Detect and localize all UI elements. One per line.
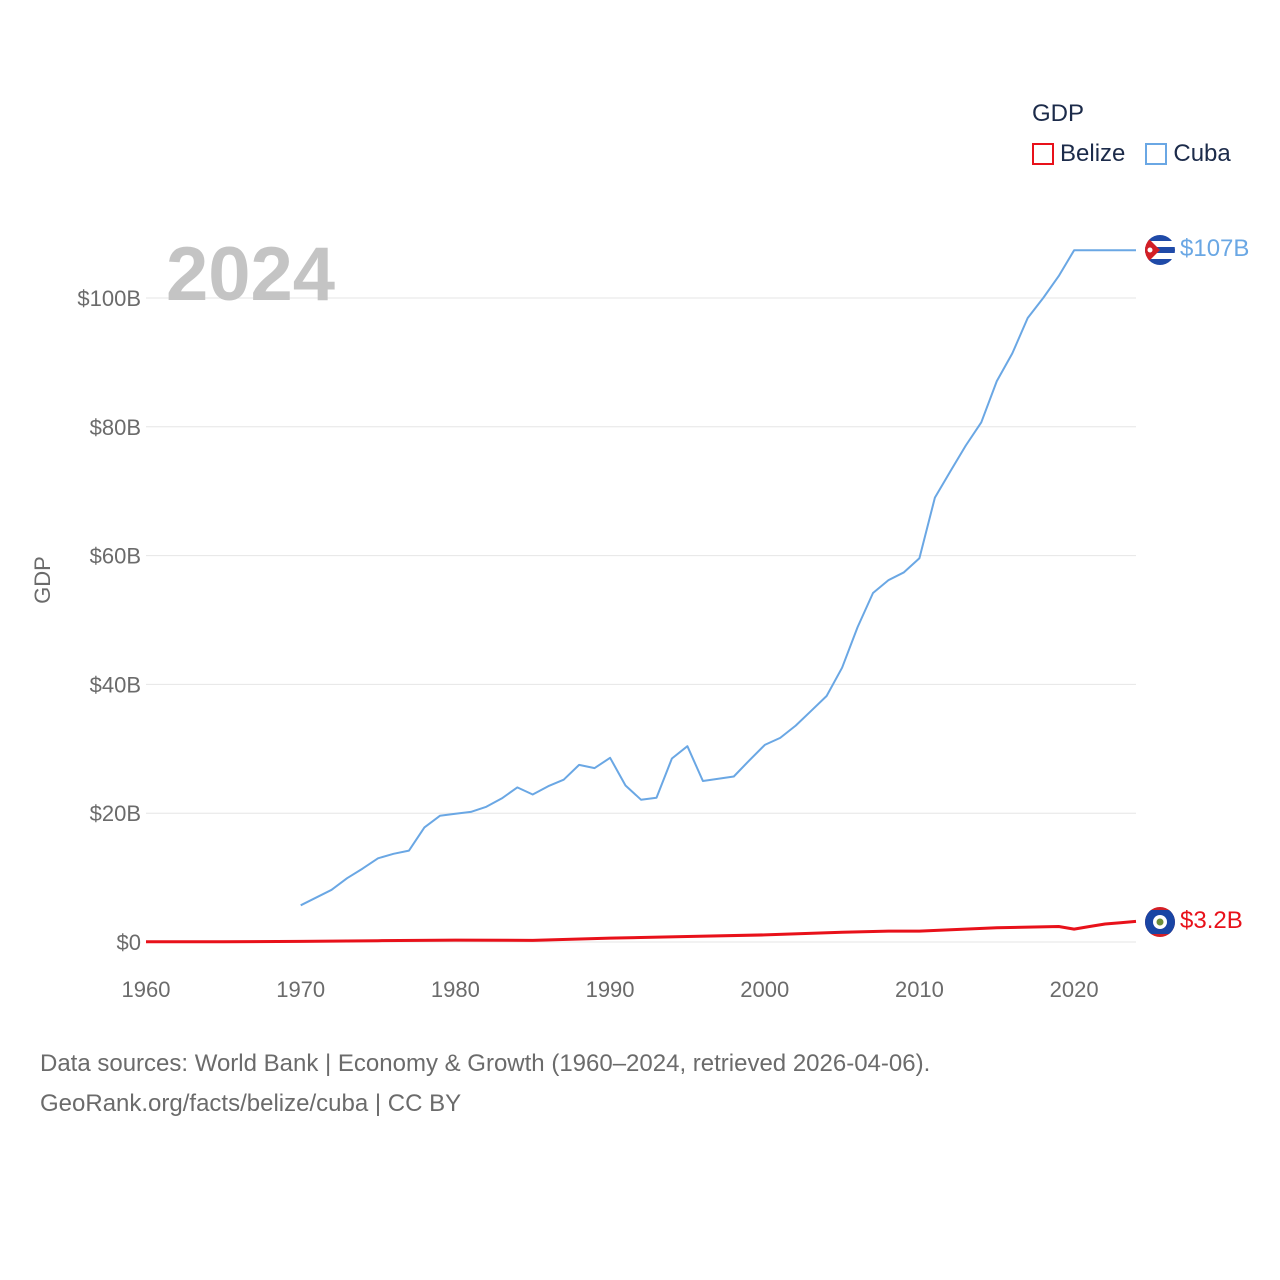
x-tick-label: 2000 [740, 977, 789, 1002]
legend-swatch-belize [1032, 143, 1054, 165]
legend-label-cuba: Cuba [1173, 140, 1231, 167]
series-lines [145, 249, 1137, 944]
y-axis-title: GDP [30, 556, 55, 604]
data-sources-text: Data sources: World Bank | Economy & Gro… [40, 1050, 931, 1077]
legend-swatch-cuba [1145, 143, 1168, 165]
legend: GDP Belize Cuba [1032, 100, 1251, 168]
legend-item-belize[interactable]: Belize [1032, 140, 1125, 168]
legend-label-belize: Belize [1060, 140, 1126, 167]
grid-lines [146, 297, 1136, 943]
cuba-flag-icon [1145, 235, 1175, 265]
y-tick-label: $0 [117, 930, 141, 955]
legend-item-cuba[interactable]: Cuba [1145, 140, 1231, 168]
legend-title: GDP [1032, 100, 1085, 127]
series-line-cuba[interactable] [300, 249, 1136, 907]
y-axis: $0 $20B $40B $60B $80B $100B [77, 286, 141, 955]
year-label: 2024 [166, 232, 335, 317]
y-tick-label: $40B [90, 672, 141, 697]
x-tick-label: 1980 [431, 977, 480, 1002]
x-tick-label: 2020 [1050, 977, 1099, 1002]
y-tick-label: $20B [90, 801, 141, 826]
belize-end-label: $3.2B [1180, 907, 1243, 934]
x-tick-label: 2010 [895, 977, 944, 1002]
belize-flag-icon [1145, 907, 1175, 937]
cuba-end-label: $107B [1180, 235, 1249, 262]
attribution-link[interactable]: GeoRank.org/facts/belize/cuba | CC BY [40, 1090, 462, 1117]
y-tick-label: $80B [90, 415, 141, 440]
y-tick-label: $100B [77, 286, 141, 311]
footer: Data sources: World Bank | Economy & Gro… [40, 1044, 930, 1124]
x-tick-label: 1970 [276, 977, 325, 1002]
x-tick-label: 1990 [586, 977, 635, 1002]
y-tick-label: $60B [90, 544, 141, 569]
x-axis: 1960 1970 1980 1990 2000 2010 2020 [122, 977, 1099, 1002]
series-line-belize[interactable] [145, 919, 1137, 944]
x-tick-label: 1960 [122, 977, 171, 1002]
